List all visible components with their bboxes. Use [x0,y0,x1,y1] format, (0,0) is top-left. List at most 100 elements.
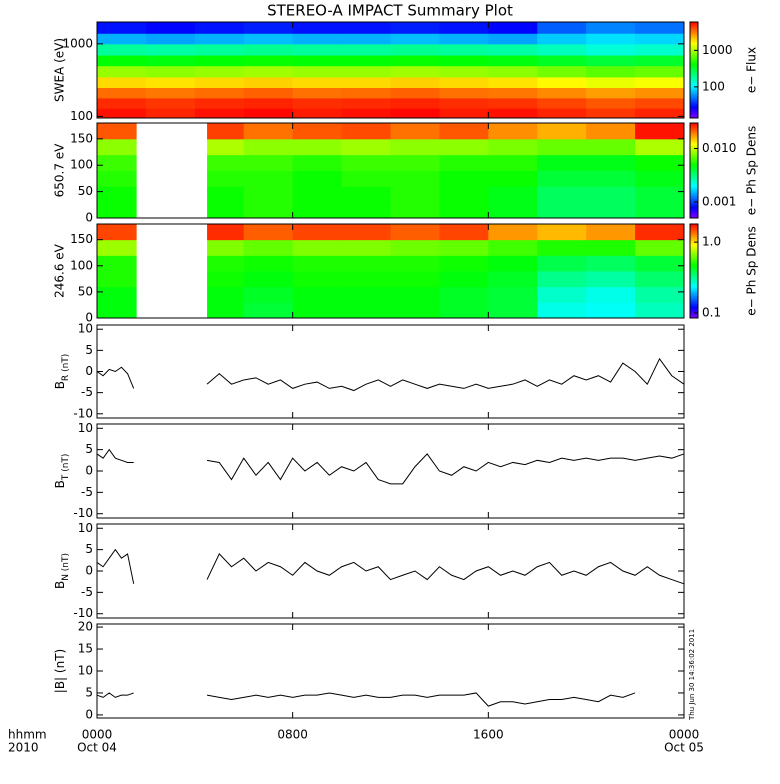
heatmap-cell [635,202,685,219]
heatmap-cell [341,302,391,319]
heatmap-cell [145,55,196,67]
heatmap-cell [488,138,538,156]
heatmap-cell [537,302,587,319]
heatmap-cell [586,154,636,171]
heatmap-cell [537,76,587,89]
colorbar-strip [690,239,698,242]
heatmap-cell [537,123,587,140]
colorbar-frame [689,122,699,219]
colorbar-strip [690,151,698,154]
heatmap-cell [586,186,636,203]
heatmap-cell [292,87,343,99]
heatmap-cell [390,239,440,256]
heatmap-cell [292,55,343,67]
colorbar-strip [690,255,698,258]
heatmap-cell [635,224,685,241]
colorbar-strip [690,78,698,81]
heatmap-cell [243,186,294,203]
heatmap-cell [635,186,685,203]
heatmap-cell [586,123,636,140]
heatmap-cell [207,255,245,272]
y-tick-label: 0 [85,364,93,378]
heatmap-cell [292,154,343,171]
colorbar-strip [690,192,698,195]
colorbar-strip [690,208,698,211]
heatmap-cell [439,170,489,187]
heatmap-cell [635,76,685,89]
heatmap-cell [194,55,245,67]
heatmap-cell [97,76,147,89]
heatmap-cell [207,239,245,256]
colorbar-strip [690,153,698,156]
colorbar-strip [690,140,698,143]
colorbar-strip [690,249,698,252]
colorbar-strip [690,81,698,84]
colorbar-strip [690,258,698,261]
heatmap-cell [341,87,391,99]
colorbar-frame [689,21,699,119]
heatmap-cell [292,170,343,187]
heatmap-cell [488,271,538,288]
colorbar-strip [690,162,698,165]
heatmap-cell [586,55,636,67]
heatmap-cell [243,97,294,109]
data-line [96,357,685,392]
row-label: 2010 [8,741,39,755]
heatmap-cell [586,302,636,319]
colorbar-strip [690,135,698,138]
colorbar-strip [690,211,698,214]
colorbar-strip [690,33,698,36]
colorbar-strip [690,63,698,66]
heatmap-cell [292,65,343,78]
heatmap-cell [292,271,343,288]
colorbar-strip [690,264,698,267]
heatmap-cell [97,87,147,99]
heatmap-cell [145,76,196,89]
heatmap-cell [243,286,294,303]
colorbar-strip [690,116,698,119]
heatmap-cell [439,138,489,156]
colorbar-strip [690,266,698,269]
colorbar-strip [690,42,698,45]
heatmap-cell [586,271,636,288]
heatmap-cell [439,33,489,45]
colorbar-strip [690,187,698,190]
heatmap-cell [97,186,137,203]
heatmap-cell [97,154,137,171]
colorbar-strip [690,299,698,302]
colorbar-strip [690,134,698,137]
colorbar-strip [690,181,698,184]
heatmap-cell [439,271,489,288]
heatmap-cell [488,255,538,272]
heatmap-cell [97,43,147,56]
colorbar-strip [690,60,698,63]
heatmap-cell [207,138,245,156]
colorbar-strip [690,236,698,239]
y-tick-label: 5 [85,343,93,357]
row-label: hhmm [8,728,47,742]
colorbar-strip [690,149,698,152]
heatmap-cell [635,97,685,109]
heatmap-cell [537,224,587,241]
data-line [96,448,685,485]
heatmap-cell [439,87,489,99]
heatmap-cell [341,138,391,156]
heatmap-cell [341,123,391,140]
colorbar-strip [690,30,698,33]
colorbar-strip [690,172,698,175]
colorbar-strip [690,195,698,198]
heatmap-cell [390,55,440,67]
heatmap-cell [586,22,636,34]
colorbar-strip [690,250,698,253]
colorbar-strip [690,231,698,234]
heatmap-cell [194,76,245,89]
heatmap-cell [439,97,489,109]
heatmap-cell [488,33,538,45]
heatmap-cell [635,154,685,171]
colorbar-strip [690,148,698,151]
heatmap-cell [635,123,685,140]
heatmap-cell [97,33,147,45]
heatmap-cell [97,202,137,219]
y-tick-label: 50 [78,184,93,198]
